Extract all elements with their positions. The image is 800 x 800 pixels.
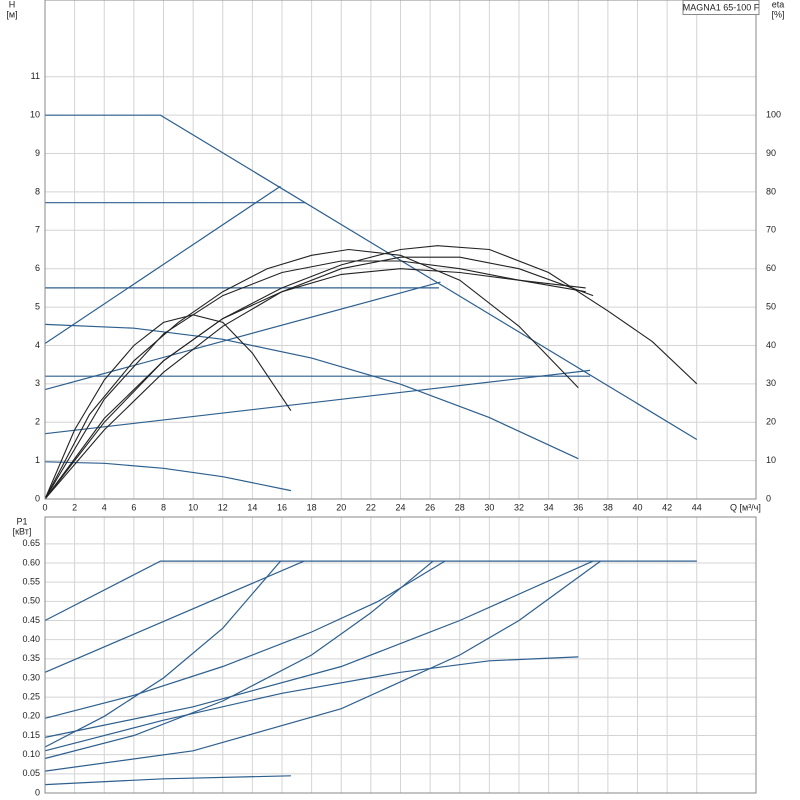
x-tick-label: 32 bbox=[514, 502, 524, 512]
curve bbox=[44, 369, 591, 435]
y2-tick-label: 40 bbox=[766, 340, 776, 350]
x-tick-label: 16 bbox=[277, 502, 287, 512]
y-axis-label: H bbox=[9, 0, 16, 9]
x-tick-label: 26 bbox=[425, 502, 435, 512]
x-tick-label: 20 bbox=[336, 502, 346, 512]
y-tick-label: 0.65 bbox=[22, 538, 40, 548]
x-tick-label: 10 bbox=[188, 502, 198, 512]
y-tick-label: 5 bbox=[35, 301, 40, 311]
x-tick-label: 8 bbox=[161, 502, 166, 512]
x-tick-label: 36 bbox=[573, 502, 583, 512]
x-tick-label: 22 bbox=[366, 502, 376, 512]
title-box bbox=[682, 0, 760, 15]
curve bbox=[44, 256, 594, 500]
x-tick-label: 28 bbox=[455, 502, 465, 512]
x-tick-label: 30 bbox=[484, 502, 494, 512]
y-axis-label: P1 bbox=[16, 516, 27, 526]
y-tick-label: 0.35 bbox=[22, 653, 40, 663]
y-tick-label: 0.05 bbox=[22, 768, 40, 778]
y-tick-label: 9 bbox=[35, 148, 40, 158]
curve bbox=[44, 314, 292, 500]
y-tick-label: 8 bbox=[35, 186, 40, 196]
y-tick-label: 0.40 bbox=[22, 634, 40, 644]
x-tick-label: 6 bbox=[131, 502, 136, 512]
x-tick-label: 42 bbox=[662, 502, 672, 512]
y2-tick-label: 10 bbox=[766, 455, 776, 465]
chart-title: MAGNA1 65-100 F bbox=[683, 2, 760, 12]
y-tick-label: 0.15 bbox=[22, 730, 40, 740]
curve bbox=[45, 114, 698, 441]
x-tick-label: 0 bbox=[42, 502, 47, 512]
x-tick-label: 2 bbox=[72, 502, 77, 512]
x-axis-label: Q [м³/ч] bbox=[730, 502, 761, 512]
y-tick-label: 6 bbox=[35, 263, 40, 273]
y2-tick-label: 100 bbox=[766, 110, 781, 120]
plot-border bbox=[44, 516, 757, 794]
x-tick-label: 12 bbox=[218, 502, 228, 512]
curve bbox=[44, 656, 579, 752]
y-tick-label: 4 bbox=[35, 340, 40, 350]
curve bbox=[44, 248, 579, 500]
y-tick-label: 7 bbox=[35, 225, 40, 235]
curve bbox=[44, 560, 601, 772]
curve bbox=[44, 560, 281, 748]
y2-tick-label: 70 bbox=[766, 225, 776, 235]
y-tick-label: 10 bbox=[30, 110, 40, 120]
curve bbox=[44, 560, 446, 719]
y-tick-label: 0.45 bbox=[22, 615, 40, 625]
x-tick-label: 18 bbox=[307, 502, 317, 512]
x-tick-label: 40 bbox=[632, 502, 642, 512]
curve bbox=[44, 323, 579, 460]
y-tick-label: 0.20 bbox=[22, 711, 40, 721]
y2-tick-label: 90 bbox=[766, 148, 776, 158]
curve bbox=[44, 461, 292, 492]
curve bbox=[44, 560, 697, 622]
curve bbox=[44, 775, 291, 786]
y-axis-unit: [кВт] bbox=[13, 526, 32, 536]
x-tick-label: 4 bbox=[102, 502, 107, 512]
y2-tick-label: 50 bbox=[766, 301, 776, 311]
curve bbox=[44, 560, 305, 673]
y2-tick-label: 80 bbox=[766, 186, 776, 196]
y2-tick-label: 60 bbox=[766, 263, 776, 273]
y-tick-label: 0.10 bbox=[22, 749, 40, 759]
x-tick-label: 34 bbox=[544, 502, 554, 512]
y-tick-label: 11 bbox=[31, 71, 40, 81]
y2-tick-label: 30 bbox=[766, 378, 776, 388]
y-tick-label: 0.50 bbox=[22, 596, 40, 606]
x-tick-label: 14 bbox=[247, 502, 257, 512]
x-tick-label: 44 bbox=[692, 502, 702, 512]
curve bbox=[44, 185, 281, 344]
y-tick-label: 0.30 bbox=[22, 672, 40, 682]
y-tick-label: 0.60 bbox=[22, 557, 40, 567]
y-tick-label: 3 bbox=[35, 378, 40, 388]
x-tick-label: 38 bbox=[603, 502, 613, 512]
y-tick-label: 0 bbox=[35, 787, 40, 797]
curve bbox=[44, 560, 434, 760]
plot-border bbox=[44, 0, 757, 500]
curve bbox=[44, 260, 586, 500]
y-tick-label: 2 bbox=[35, 417, 40, 427]
x-tick-label: 24 bbox=[395, 502, 405, 512]
y2-axis-label: eta bbox=[772, 0, 785, 9]
curve bbox=[44, 268, 586, 500]
y-tick-label: 0 bbox=[35, 493, 40, 503]
y-tick-label: 0.55 bbox=[22, 577, 40, 587]
y2-tick-label: 0 bbox=[766, 493, 771, 503]
y-axis-unit: [м] bbox=[6, 9, 17, 19]
curve bbox=[44, 560, 594, 738]
y2-axis-unit: [%] bbox=[771, 9, 784, 19]
y-tick-label: 0.25 bbox=[22, 692, 40, 702]
y-tick-label: 1 bbox=[35, 455, 40, 465]
y2-tick-label: 20 bbox=[766, 417, 776, 427]
